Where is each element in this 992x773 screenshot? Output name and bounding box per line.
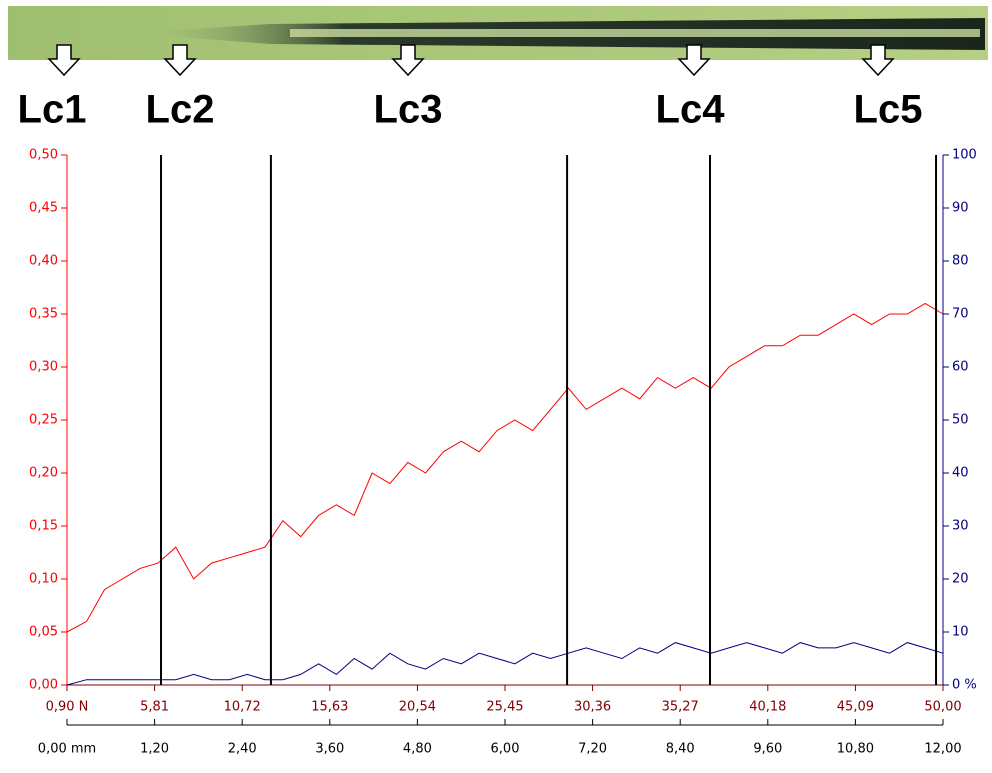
x2-tick-label: 10,80 bbox=[837, 742, 874, 757]
y-tick-label: 0,45 bbox=[29, 201, 58, 216]
y2-tick-label: 80 bbox=[952, 254, 969, 269]
series-line bbox=[66, 642, 944, 686]
x-tick-label: 40,18 bbox=[749, 700, 786, 715]
y2-tick-label: 10 bbox=[952, 625, 969, 640]
y-tick-label: 0,15 bbox=[29, 519, 58, 534]
y2-tick-label: 30 bbox=[952, 519, 969, 534]
arrow bbox=[677, 44, 711, 77]
x-tick-label: 5,81 bbox=[140, 700, 169, 715]
lc-label: Lc1 bbox=[18, 88, 87, 132]
x-tick-label: 45,09 bbox=[837, 700, 874, 715]
x-tick-label: 15,63 bbox=[311, 700, 348, 715]
scratch-image bbox=[8, 6, 988, 60]
y2-tick-label: 100 bbox=[952, 148, 977, 163]
y-tick-label: 0,05 bbox=[29, 625, 58, 640]
y-tick-label: 0,40 bbox=[29, 254, 58, 269]
x-tick-label: 20,54 bbox=[399, 700, 436, 715]
y-tick-label: 0,00 bbox=[29, 678, 58, 693]
x-tick-label: 10,72 bbox=[224, 700, 261, 715]
y2-tick-label: 50 bbox=[952, 413, 969, 428]
x2-tick-label: 2,40 bbox=[228, 742, 257, 757]
lc-label: Lc4 bbox=[656, 88, 726, 132]
y2-tick-label: 70 bbox=[952, 307, 969, 322]
y2-tick-label: 90 bbox=[952, 201, 969, 216]
x2-tick-label: 8,40 bbox=[666, 742, 695, 757]
x2-tick-label: 0,00 mm bbox=[38, 742, 96, 757]
lc-label: Lc5 bbox=[854, 88, 923, 132]
y2-tick-label: 40 bbox=[952, 466, 969, 481]
y2-tick-label: 20 bbox=[952, 572, 969, 587]
x2-tick-label: 3,60 bbox=[315, 742, 344, 757]
y-tick-label: 0,25 bbox=[29, 413, 58, 428]
series-line bbox=[66, 302, 944, 633]
x2-tick-label: 4,80 bbox=[403, 742, 432, 757]
arrow bbox=[391, 44, 425, 77]
x2-tick-label: 9,60 bbox=[753, 742, 782, 757]
arrow bbox=[163, 44, 197, 77]
y-tick-label: 0,10 bbox=[29, 572, 58, 587]
lc-label: Lc3 bbox=[374, 88, 443, 132]
y-tick-label: 0,35 bbox=[29, 307, 58, 322]
y-tick-label: 0,30 bbox=[29, 360, 58, 375]
x2-tick-label: 6,00 bbox=[491, 742, 520, 757]
y2-tick-label: 0 % bbox=[952, 678, 977, 693]
x-tick-label: 35,27 bbox=[662, 700, 699, 715]
x-tick-label: 50,00 bbox=[924, 700, 961, 715]
y-tick-label: 0,20 bbox=[29, 466, 58, 481]
x2-tick-label: 1,20 bbox=[140, 742, 169, 757]
x-tick-label: 30,36 bbox=[574, 700, 611, 715]
arrow bbox=[47, 44, 81, 77]
y2-tick-label: 60 bbox=[952, 360, 969, 375]
x2-tick-label: 12,00 bbox=[924, 742, 961, 757]
x-tick-label: 0,90 N bbox=[46, 700, 89, 715]
arrows bbox=[47, 44, 895, 77]
arrow bbox=[861, 44, 895, 77]
y-tick-label: 0,50 bbox=[29, 148, 58, 163]
x2-tick-label: 7,20 bbox=[578, 742, 607, 757]
lc-label: Lc2 bbox=[146, 88, 215, 132]
x-tick-label: 25,45 bbox=[486, 700, 523, 715]
